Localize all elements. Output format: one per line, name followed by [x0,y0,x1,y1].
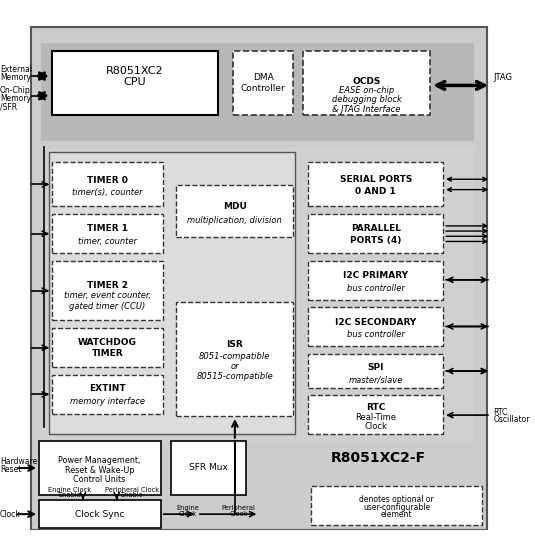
Text: On-Chip: On-Chip [0,86,30,94]
Text: timer(s), counter: timer(s), counter [72,188,143,197]
Text: Clock: Clock [364,422,387,431]
FancyBboxPatch shape [176,302,293,416]
Text: Clock: Clock [230,511,248,517]
Text: 80515-compatible: 80515-compatible [196,372,273,381]
Text: External: External [0,65,32,74]
FancyBboxPatch shape [309,307,443,346]
FancyBboxPatch shape [309,396,443,434]
FancyBboxPatch shape [39,500,160,528]
Text: PORTS (4): PORTS (4) [350,236,402,246]
Text: EXTINT: EXTINT [89,384,126,393]
Text: or: or [231,362,239,371]
Text: timer, counter: timer, counter [78,237,137,247]
FancyBboxPatch shape [176,185,293,237]
Text: MDU: MDU [223,202,247,211]
Text: Engine Clock: Engine Clock [49,487,91,493]
Text: R8051XC2
CPU: R8051XC2 CPU [106,66,164,87]
Text: Peripheral Clock: Peripheral Clock [105,487,159,493]
Text: TIMER 1: TIMER 1 [87,224,128,233]
Text: 8051-compatible: 8051-compatible [199,352,271,360]
Text: Reset & Wake-Up: Reset & Wake-Up [65,466,134,475]
Text: debugging block: debugging block [332,95,401,105]
FancyBboxPatch shape [31,27,487,530]
Text: multiplication, division: multiplication, division [187,216,282,225]
Text: I2C PRIMARY: I2C PRIMARY [343,271,408,280]
Text: ISR: ISR [226,340,243,349]
Text: SFR Mux: SFR Mux [189,463,228,473]
Text: Memory: Memory [0,73,31,82]
Text: JTAG: JTAG [493,73,513,82]
Text: & JTAG Interface: & JTAG Interface [332,105,401,114]
FancyBboxPatch shape [303,51,430,115]
Text: Clock Sync: Clock Sync [75,509,124,519]
Text: Peripheral: Peripheral [221,505,255,511]
FancyBboxPatch shape [52,261,163,320]
Text: SPI: SPI [368,363,384,372]
FancyBboxPatch shape [309,261,443,300]
Text: DMA
Controller: DMA Controller [241,73,286,93]
Text: /SFR: /SFR [0,102,17,111]
Text: Clock: Clock [0,509,21,519]
FancyBboxPatch shape [42,146,475,442]
Text: I2C SECONDARY: I2C SECONDARY [335,318,416,327]
FancyBboxPatch shape [52,162,163,206]
Text: RTC: RTC [366,403,386,412]
Text: RTC: RTC [493,408,508,416]
Text: PARALLEL: PARALLEL [351,224,401,233]
Text: Reset: Reset [0,465,21,474]
FancyBboxPatch shape [233,51,293,115]
FancyBboxPatch shape [52,328,163,367]
FancyBboxPatch shape [309,162,443,206]
FancyBboxPatch shape [52,214,163,253]
Text: Power Management,: Power Management, [58,456,141,465]
Text: Memory: Memory [0,94,31,103]
Text: R8051XC2-F: R8051XC2-F [331,450,426,464]
FancyBboxPatch shape [39,441,160,495]
Text: Real-Time: Real-Time [355,412,396,422]
FancyBboxPatch shape [42,43,475,141]
Text: TIMER 2: TIMER 2 [87,281,128,290]
Text: Enable: Enable [59,493,81,499]
Text: memory interface: memory interface [70,397,145,405]
FancyBboxPatch shape [311,486,482,525]
FancyBboxPatch shape [49,152,295,434]
FancyBboxPatch shape [309,214,443,253]
FancyBboxPatch shape [171,441,246,495]
Text: bus controller: bus controller [347,330,405,339]
FancyBboxPatch shape [52,375,163,414]
Text: EASE on-chip: EASE on-chip [339,86,394,95]
Text: SERIAL PORTS: SERIAL PORTS [340,175,412,184]
Text: bus controller: bus controller [347,283,405,293]
Text: 0 AND 1: 0 AND 1 [355,186,396,196]
Text: element: element [381,511,412,519]
Text: Control Units: Control Units [73,475,126,484]
Text: Oscillator: Oscillator [493,415,530,424]
Text: WATCHDOG: WATCHDOG [78,338,137,346]
Text: denotes optional or: denotes optional or [359,495,434,504]
Text: TIMER: TIMER [91,350,123,358]
Text: Hardware: Hardware [0,457,37,466]
FancyBboxPatch shape [52,51,218,115]
Text: user-configurable: user-configurable [363,502,430,512]
Text: OCDS: OCDS [353,77,381,86]
FancyBboxPatch shape [309,354,443,388]
Text: Clock: Clock [179,511,197,517]
Text: master/slave: master/slave [349,376,403,384]
Text: gated timer (CCU): gated timer (CCU) [69,302,146,311]
Text: Engine: Engine [176,505,199,511]
Text: Enable: Enable [121,493,143,499]
Text: TIMER 0: TIMER 0 [87,176,128,185]
Text: timer, event counter,: timer, event counter, [64,292,151,300]
